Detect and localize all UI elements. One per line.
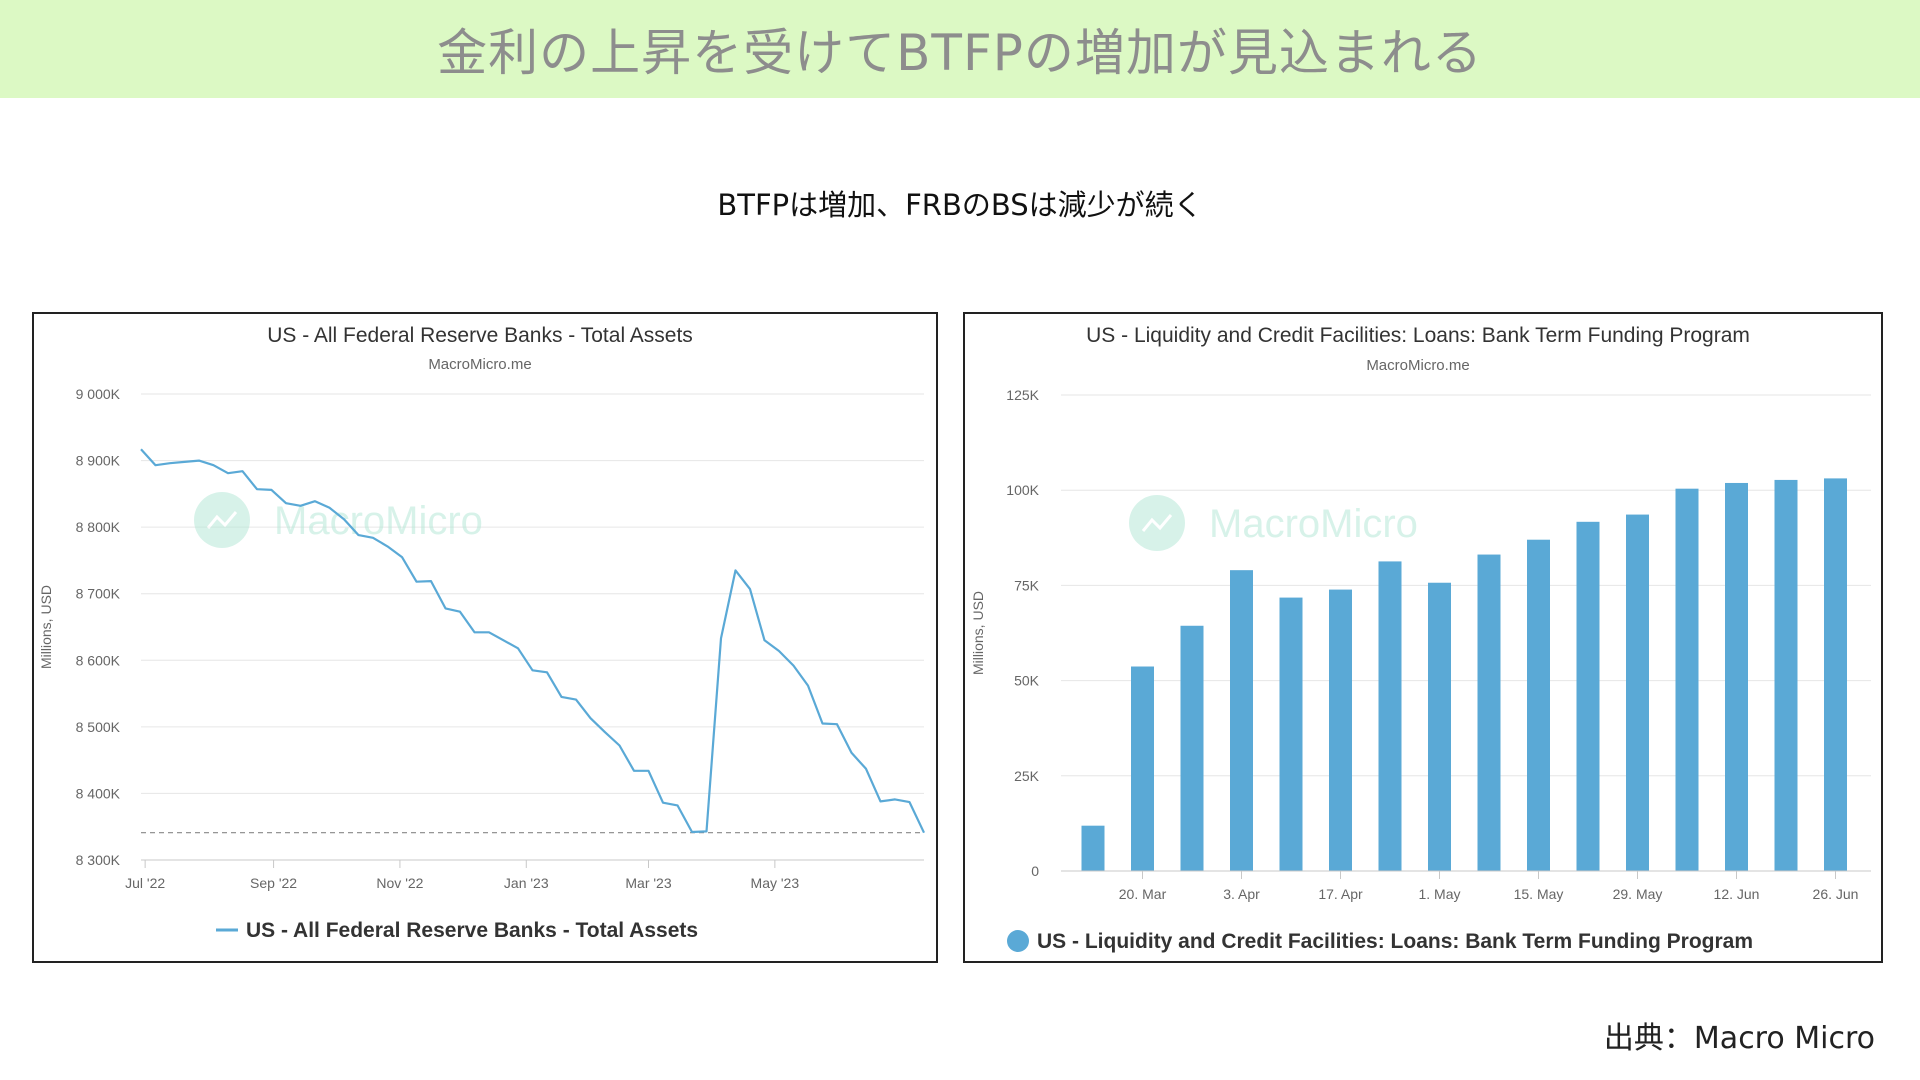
watermark-text: MacroMicro (1209, 502, 1418, 546)
chart-title: US - Liquidity and Credit Facilities: Lo… (1086, 324, 1750, 347)
btfp-bar[interactable] (1329, 589, 1352, 871)
btfp-bar[interactable] (1824, 478, 1847, 871)
btfp-chart-panel: MacroMicro 125K 100K 75K 50K 25K 0 20. Mar 3. A… (963, 312, 1883, 963)
x-tick-label: Nov '22 (376, 875, 423, 891)
x-tick-label: Mar '23 (625, 875, 671, 891)
x-tick-label: 17. Apr (1318, 886, 1363, 902)
btfp-bar[interactable] (1527, 539, 1550, 871)
x-tick-label: Jan '23 (504, 875, 549, 891)
slide-subtitle: BTFPは増加、FRBのBSは減少が続く (717, 188, 1203, 222)
y-tick-label: 8 500K (76, 719, 121, 735)
y-tick-label: 75K (1014, 577, 1040, 593)
y-tick-label: 8 700K (76, 586, 121, 602)
btfp-bar[interactable] (1774, 479, 1798, 871)
x-tick-label: 12. Jun (1714, 886, 1760, 902)
btfp-bar[interactable] (1131, 666, 1154, 871)
title-banner: 金利の上昇を受けてBTFPの増加が見込まれる (0, 0, 1920, 98)
chart-source-label: MacroMicro.me (428, 356, 531, 373)
btfp-bar-chart: MacroMicro 125K 100K 75K 50K 25K 0 20. Mar 3. A… (970, 324, 1871, 953)
source-credit: 出典：Macro Micro (1603, 1021, 1875, 1056)
y-tick-label: 0 (1031, 863, 1039, 879)
btfp-bar[interactable] (1675, 488, 1699, 871)
y-tick-label: 100K (1006, 482, 1039, 498)
legend-label[interactable]: US - Liquidity and Credit Facilities: Lo… (1037, 930, 1753, 953)
y-tick-label: 8 300K (76, 852, 121, 868)
btfp-bar[interactable] (1725, 482, 1748, 871)
btfp-bar[interactable] (1230, 570, 1253, 871)
y-axis-label: Millions, USD (38, 585, 54, 669)
btfp-bar[interactable] (1180, 625, 1204, 871)
y-tick-label: 25K (1014, 768, 1040, 784)
y-tick-label: 125K (1006, 387, 1039, 403)
total-assets-line-chart: MacroMicro 9 000K 8 900K 8 800K 8 700K 8 600… (38, 324, 925, 942)
btfp-bar[interactable] (1378, 561, 1402, 871)
x-tick-label: 26. Jun (1813, 886, 1859, 902)
legend-label[interactable]: US - All Federal Reserve Banks - Total A… (246, 919, 698, 942)
legend-marker (1007, 930, 1029, 952)
x-tick-label: Jul '22 (125, 875, 165, 891)
y-tick-label: 8 600K (76, 652, 121, 668)
y-tick-label: 8 800K (76, 519, 121, 535)
btfp-bar[interactable] (1428, 582, 1451, 871)
y-tick-label: 50K (1014, 673, 1040, 689)
x-tick-label: 20. Mar (1119, 886, 1167, 902)
x-tick-label: 29. May (1613, 886, 1663, 902)
total-assets-series-line (140, 448, 925, 834)
chart-source-label: MacroMicro.me (1366, 357, 1469, 374)
btfp-bar[interactable] (1081, 825, 1105, 871)
y-tick-label: 9 000K (76, 386, 121, 402)
btfp-bar[interactable] (1477, 554, 1501, 871)
watermark-text: MacroMicro (274, 499, 483, 543)
macromicro-logo-mark (1141, 514, 1173, 532)
x-tick-label: 1. May (1418, 886, 1460, 902)
y-tick-label: 8 900K (76, 453, 121, 469)
chart-title: US - All Federal Reserve Banks - Total A… (267, 324, 693, 347)
x-tick-label: 15. May (1514, 886, 1564, 902)
y-axis-label: Millions, USD (970, 591, 986, 675)
x-tick-label: Sep '22 (250, 875, 297, 891)
x-tick-label: 3. Apr (1223, 886, 1260, 902)
macromicro-logo-mark (206, 511, 238, 529)
total-assets-chart-panel: MacroMicro 9 000K 8 900K 8 800K 8 700K 8 600… (32, 312, 938, 963)
btfp-bar[interactable] (1279, 597, 1303, 871)
watermark: MacroMicro (194, 492, 483, 548)
watermark: MacroMicro (1129, 495, 1418, 551)
btfp-bar[interactable] (1576, 521, 1600, 871)
y-tick-label: 8 400K (76, 785, 121, 801)
x-tick-label: May '23 (751, 875, 800, 891)
slide-title: 金利の上昇を受けてBTFPの増加が見込まれる (437, 24, 1483, 82)
btfp-bar[interactable] (1626, 514, 1649, 871)
